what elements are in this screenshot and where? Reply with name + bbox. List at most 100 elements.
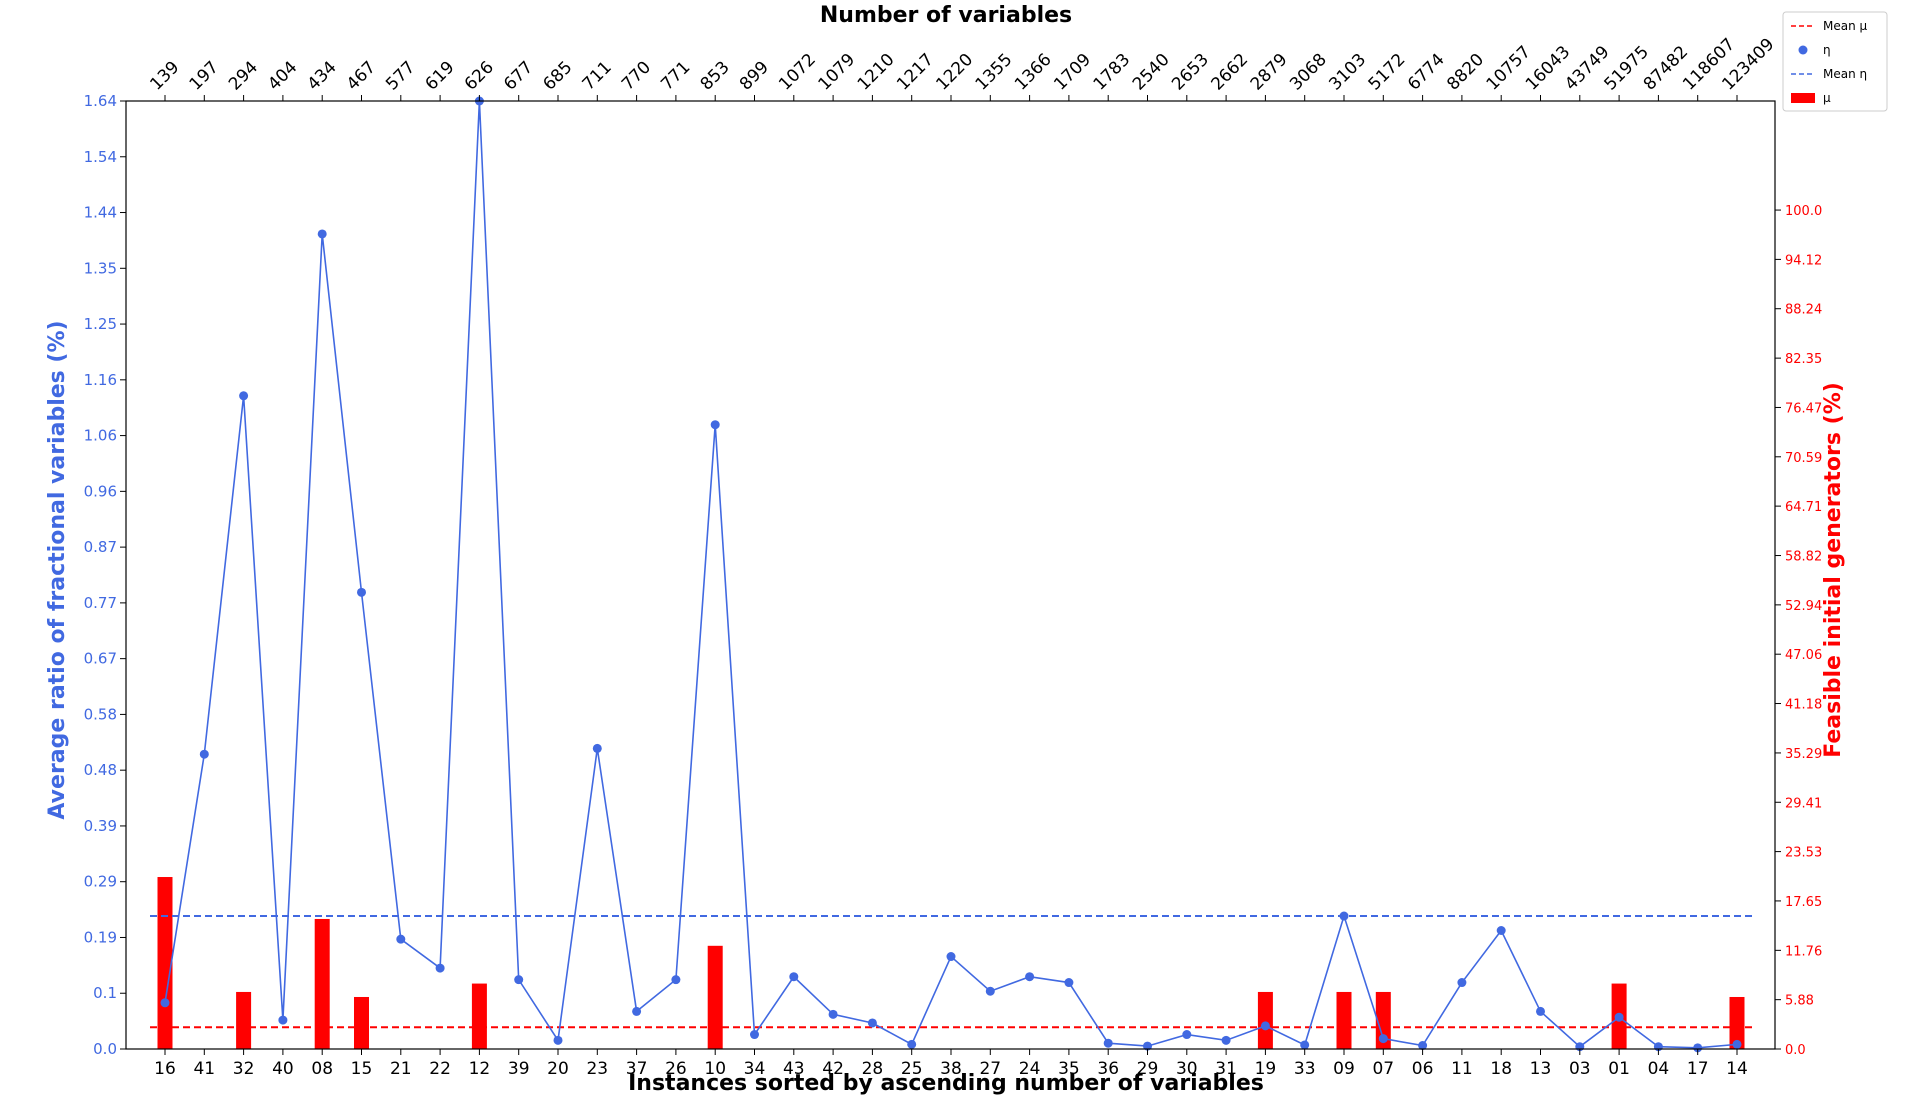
legend-label: μ: [1823, 91, 1831, 105]
eta-point: [632, 1007, 641, 1016]
x-tick-label: 09: [1333, 1059, 1355, 1079]
mu-bar: [354, 997, 369, 1049]
x-tick-label: 20: [547, 1059, 569, 1079]
top-tick-label: 1210: [854, 50, 899, 95]
y-right-tick-label: 94.12: [1785, 253, 1822, 268]
eta-point: [947, 952, 956, 961]
x-tick-label: 17: [1687, 1059, 1709, 1079]
eta-point: [1615, 1013, 1624, 1022]
x-tick-label: 13: [1530, 1059, 1552, 1079]
x-tick-label: 33: [1294, 1059, 1316, 1079]
eta-point: [1104, 1039, 1113, 1048]
eta-point: [554, 1036, 563, 1045]
top-tick-label: 1220: [932, 50, 977, 95]
x-tick-label: 22: [429, 1059, 451, 1079]
top-tick-label: 3068: [1286, 50, 1331, 95]
y-right-tick-label: 23.53: [1785, 846, 1822, 861]
x-tick-label: 11: [1451, 1059, 1473, 1079]
y-left-tick-label: 0.29: [84, 873, 117, 891]
top-tick-label: 677: [500, 57, 537, 94]
mu-bar: [158, 877, 173, 1049]
eta-point: [1025, 972, 1034, 981]
eta-line: [165, 101, 1737, 1048]
y-right-tick-label: 17.65: [1785, 895, 1822, 910]
x-axis-label: Instances sorted by ascending number of …: [628, 1071, 1264, 1096]
y-right-tick-label: 47.06: [1785, 648, 1822, 663]
eta-point: [1733, 1040, 1742, 1049]
y-left-tick-label: 0.96: [84, 482, 117, 500]
top-tick-label: 853: [697, 57, 734, 94]
x-tick-label: 03: [1569, 1059, 1591, 1079]
top-tick-label: 1355: [972, 50, 1017, 95]
eta-point: [239, 391, 248, 400]
legend-label: Mean η: [1823, 67, 1867, 81]
x-tick-label: 12: [469, 1059, 491, 1079]
eta-point: [357, 588, 366, 597]
x-tick-label: 18: [1490, 1059, 1512, 1079]
top-tick-label: 6774: [1404, 50, 1449, 95]
eta-point: [318, 229, 327, 238]
y-right-tick-label: 35.29: [1785, 747, 1822, 762]
y-left-tick-label: 1.44: [84, 204, 117, 222]
chart-title: Number of variables: [820, 3, 1072, 28]
x-tick-label: 14: [1726, 1059, 1748, 1079]
x-tick-label: 39: [508, 1059, 530, 1079]
eta-point: [436, 964, 445, 973]
top-tick-label: 434: [304, 57, 341, 94]
x-tick-label: 01: [1608, 1059, 1630, 1079]
y-left-tick-label: 0.48: [84, 761, 117, 779]
eta-point: [278, 1016, 287, 1025]
y-left-tick-label: 0.87: [84, 538, 117, 556]
y-left-tick-label: 0.0: [93, 1040, 117, 1058]
top-tick-label: 899: [736, 57, 773, 94]
eta-point: [200, 750, 209, 759]
top-tick-label: 770: [618, 57, 655, 94]
eta-point: [907, 1040, 916, 1049]
mu-bar: [1258, 992, 1273, 1049]
eta-point: [1340, 912, 1349, 921]
top-tick-label: 2879: [1247, 50, 1292, 95]
top-tick-label: 711: [579, 57, 616, 94]
top-tick-label: 467: [343, 57, 380, 94]
top-tick-label: 619: [421, 57, 458, 94]
top-tick-label: 294: [225, 57, 262, 94]
mu-bar: [472, 984, 487, 1049]
top-tick-label: 1709: [1050, 50, 1095, 95]
x-tick-label: 04: [1648, 1059, 1670, 1079]
plot-area: [150, 97, 1752, 1053]
y-left-tick-label: 0.19: [84, 928, 117, 946]
y-left-tick-label: 1.25: [84, 315, 117, 333]
y-right-tick-label: 5.88: [1785, 994, 1814, 1009]
y-right-tick-label: 41.18: [1785, 698, 1822, 713]
y-right-tick-label: 52.94: [1785, 599, 1822, 614]
top-tick-label: 1366: [1011, 50, 1056, 95]
y-left-tick-label: 0.39: [84, 817, 117, 835]
top-tick-label: 2662: [1207, 50, 1252, 95]
eta-point: [593, 744, 602, 753]
y-axis-left-label: Average ratio of fractional variables (%…: [45, 320, 70, 819]
legend-swatch-bar: [1791, 93, 1815, 103]
eta-point: [868, 1018, 877, 1027]
y-left-tick-label: 1.64: [84, 92, 117, 110]
eta-point: [1497, 926, 1506, 935]
y-left-tick-label: 0.77: [84, 594, 117, 612]
x-tick-label: 16: [154, 1059, 176, 1079]
eta-point: [1064, 978, 1073, 987]
y-right-tick-label: 82.35: [1785, 352, 1822, 367]
eta-point: [829, 1010, 838, 1019]
y-axis-right-label: Feasible initial generators (%): [1821, 382, 1846, 758]
top-tick-label: 685: [539, 57, 576, 94]
legend-swatch-dot: [1799, 46, 1808, 55]
x-tick-label: 08: [311, 1059, 333, 1079]
y-right-tick-label: 76.47: [1785, 401, 1822, 416]
y-left-tick-label: 1.16: [84, 371, 117, 389]
top-tick-label: 197: [186, 57, 223, 94]
y-right-tick-label: 88.24: [1785, 303, 1822, 318]
top-tick-label: 139: [146, 57, 183, 94]
y-left-tick-label: 1.35: [84, 259, 117, 277]
eta-point: [671, 975, 680, 984]
x-tick-label: 23: [586, 1059, 608, 1079]
top-tick-label: 1079: [814, 50, 859, 95]
mu-bar: [315, 919, 330, 1049]
legend-label: η: [1823, 43, 1831, 57]
